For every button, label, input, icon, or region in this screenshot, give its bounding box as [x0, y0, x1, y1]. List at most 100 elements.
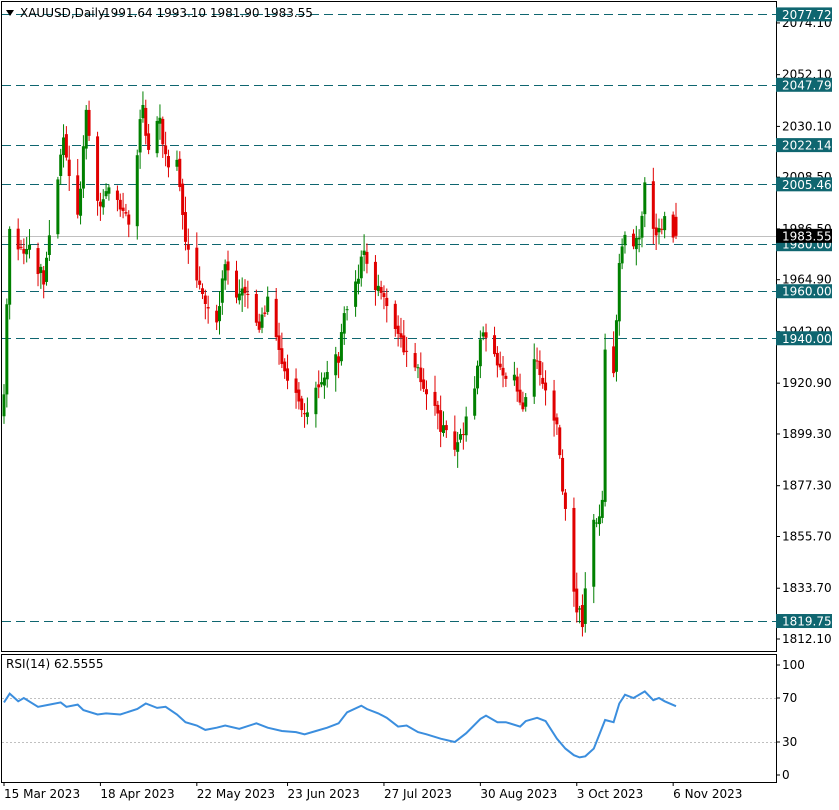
candle[interactable]	[28, 229, 32, 259]
collapse-triangle-icon[interactable]	[6, 10, 14, 16]
candle[interactable]	[56, 176, 60, 239]
candle[interactable]	[8, 226, 12, 320]
candle[interactable]	[393, 300, 397, 337]
candle[interactable]	[532, 343, 536, 404]
candle[interactable]	[135, 149, 139, 240]
candle[interactable]	[59, 148, 63, 185]
candle[interactable]	[671, 211, 675, 243]
candle[interactable]	[396, 315, 400, 347]
candle[interactable]	[385, 288, 389, 323]
candle[interactable]	[215, 304, 219, 331]
candle[interactable]	[362, 234, 366, 272]
candle[interactable]	[637, 229, 641, 253]
candle[interactable]	[473, 376, 477, 420]
candle[interactable]	[107, 184, 111, 201]
candle[interactable]	[339, 323, 343, 366]
candle[interactable]	[453, 415, 457, 457]
candle[interactable]	[515, 367, 519, 402]
candle[interactable]	[620, 238, 624, 270]
candle[interactable]	[354, 270, 358, 317]
candle[interactable]	[263, 305, 267, 317]
candle[interactable]	[657, 218, 661, 245]
candle[interactable]	[422, 368, 426, 392]
candle[interactable]	[235, 260, 239, 304]
candle[interactable]	[283, 358, 287, 379]
candle[interactable]	[118, 193, 122, 217]
candle[interactable]	[663, 211, 667, 239]
candle[interactable]	[280, 332, 284, 369]
candle[interactable]	[183, 196, 187, 251]
candle[interactable]	[325, 360, 329, 388]
candle[interactable]	[223, 259, 227, 290]
candle[interactable]	[317, 370, 321, 399]
candle[interactable]	[563, 489, 567, 521]
candle[interactable]	[501, 356, 505, 388]
candle[interactable]	[322, 372, 326, 399]
candle[interactable]	[651, 167, 655, 245]
candle[interactable]	[200, 283, 204, 300]
candle[interactable]	[634, 225, 638, 266]
candle[interactable]	[81, 135, 85, 198]
candle[interactable]	[405, 336, 409, 367]
candle[interactable]	[2, 384, 6, 424]
candle[interactable]	[631, 229, 635, 250]
candle[interactable]	[424, 380, 428, 410]
candle[interactable]	[141, 91, 145, 123]
candle[interactable]	[64, 126, 68, 161]
candle[interactable]	[614, 314, 618, 382]
candle[interactable]	[124, 203, 128, 217]
candle[interactable]	[561, 449, 565, 495]
candle[interactable]	[476, 360, 480, 395]
candle[interactable]	[416, 364, 420, 379]
candle[interactable]	[22, 238, 26, 265]
candle[interactable]	[342, 306, 346, 345]
candle[interactable]	[674, 202, 678, 240]
candle[interactable]	[181, 178, 185, 230]
candle[interactable]	[402, 320, 406, 356]
candle[interactable]	[121, 192, 125, 219]
candle[interactable]	[175, 150, 179, 171]
candle[interactable]	[439, 395, 443, 448]
candle[interactable]	[246, 280, 250, 309]
candle[interactable]	[365, 243, 369, 274]
candle[interactable]	[461, 422, 465, 450]
candle[interactable]	[39, 263, 43, 289]
candle[interactable]	[436, 400, 440, 430]
candle[interactable]	[226, 250, 230, 285]
candle[interactable]	[243, 279, 247, 307]
candle[interactable]	[178, 151, 182, 192]
candle[interactable]	[198, 266, 202, 290]
candle[interactable]	[127, 210, 131, 238]
candle[interactable]	[164, 131, 168, 167]
candle[interactable]	[552, 379, 556, 437]
candle[interactable]	[277, 322, 281, 365]
candle[interactable]	[345, 305, 349, 321]
candle[interactable]	[257, 313, 261, 333]
candle[interactable]	[25, 237, 29, 263]
candle[interactable]	[498, 351, 502, 371]
candle[interactable]	[478, 330, 482, 379]
candle[interactable]	[379, 280, 383, 300]
candle[interactable]	[578, 605, 582, 624]
candle[interactable]	[399, 317, 403, 348]
candle[interactable]	[583, 572, 587, 633]
candle[interactable]	[186, 228, 190, 264]
candle[interactable]	[300, 395, 304, 418]
candle[interactable]	[555, 413, 559, 435]
candle[interactable]	[155, 116, 159, 158]
candle[interactable]	[76, 158, 80, 219]
candle[interactable]	[19, 239, 23, 251]
candle[interactable]	[359, 250, 363, 287]
candle[interactable]	[305, 397, 309, 425]
candle[interactable]	[84, 105, 88, 160]
candle[interactable]	[62, 124, 66, 168]
candle[interactable]	[195, 232, 199, 288]
candle[interactable]	[600, 490, 604, 524]
candle[interactable]	[96, 131, 100, 216]
candle[interactable]	[260, 307, 264, 334]
candle[interactable]	[518, 373, 522, 406]
candle[interactable]	[495, 346, 499, 378]
candle[interactable]	[158, 104, 162, 140]
candle[interactable]	[580, 594, 584, 637]
